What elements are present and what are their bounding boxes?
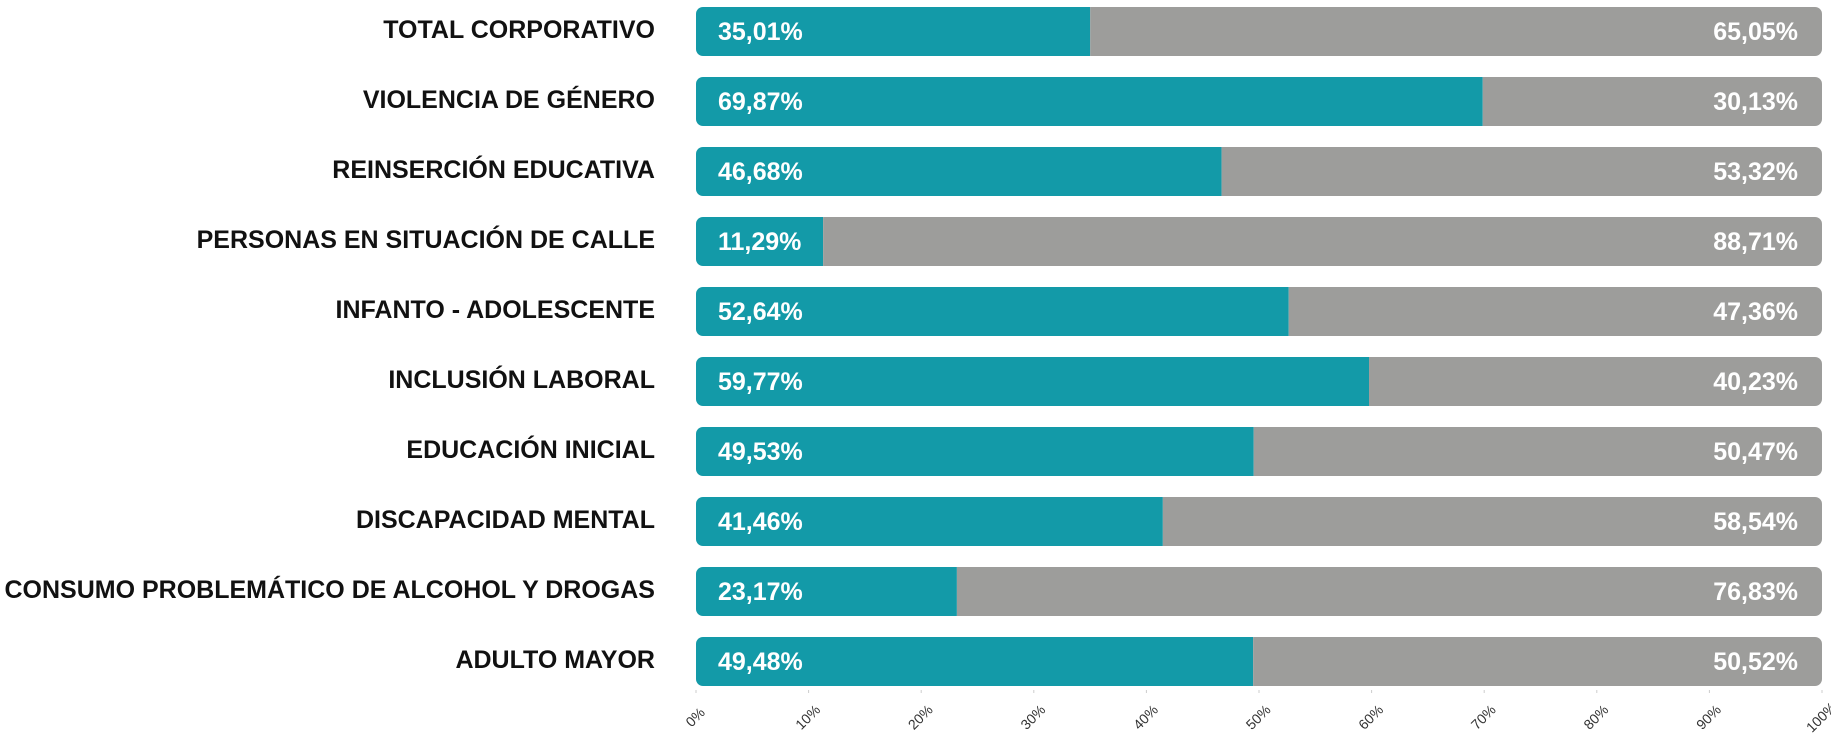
bar-segment <box>823 217 1822 266</box>
bar-segment <box>1369 357 1822 406</box>
bar-segment <box>1253 637 1822 686</box>
bar-segment <box>696 497 1163 546</box>
value-label: 47,36% <box>1713 298 1798 326</box>
x-tick-label: 20% <box>905 702 936 733</box>
bar-segment <box>1162 497 1822 546</box>
bar-row <box>696 567 1822 616</box>
x-tick-label: 30% <box>1017 702 1048 733</box>
value-label: 23,17% <box>718 578 803 606</box>
bar-row <box>696 427 1822 476</box>
x-tick-label: 80% <box>1580 702 1611 733</box>
value-label: 40,23% <box>1713 368 1798 396</box>
value-label: 41,46% <box>718 508 803 536</box>
bar-segment <box>1482 77 1822 126</box>
value-label: 49,53% <box>718 438 803 466</box>
category-label: ADULTO MAYOR <box>455 646 655 674</box>
category-label: INFANTO - ADOLESCENTE <box>336 296 655 324</box>
category-label: INCLUSIÓN LABORAL <box>388 364 655 394</box>
bar-segment <box>696 147 1222 196</box>
bar-row <box>696 77 1822 126</box>
category-label: EDUCACIÓN INICIAL <box>406 434 655 464</box>
value-label: 46,68% <box>718 158 803 186</box>
value-label: 50,47% <box>1713 438 1798 466</box>
value-label: 49,48% <box>718 648 803 676</box>
bar-segment <box>696 357 1370 406</box>
value-label: 59,77% <box>718 368 803 396</box>
x-tick-label: 10% <box>792 702 823 733</box>
value-label: 52,64% <box>718 298 803 326</box>
bar-row <box>696 217 1822 266</box>
bar-row <box>696 637 1822 686</box>
bar-segment <box>696 427 1254 476</box>
bar-segment <box>1090 7 1822 56</box>
category-label: REINSERCIÓN EDUCATIVA <box>332 154 655 184</box>
x-tick-label: 40% <box>1130 702 1161 733</box>
value-label: 76,83% <box>1713 578 1798 606</box>
category-label: TOTAL CORPORATIVO <box>383 16 655 44</box>
bar-segment <box>696 287 1289 336</box>
bar-segment <box>956 567 1822 616</box>
x-tick-label: 60% <box>1355 702 1386 733</box>
x-tick-label: 0% <box>682 704 708 730</box>
bar-row <box>696 357 1822 406</box>
value-label: 88,71% <box>1713 228 1798 256</box>
x-tick-label: 50% <box>1243 702 1274 733</box>
value-label: 30,13% <box>1713 88 1798 116</box>
bar-row <box>696 497 1822 546</box>
bar-row <box>696 287 1822 336</box>
bar-segment <box>696 567 957 616</box>
bar-segment <box>1288 287 1822 336</box>
category-label: VIOLENCIA DE GÉNERO <box>363 85 655 114</box>
category-label: DISCAPACIDAD MENTAL <box>356 506 655 534</box>
value-label: 58,54% <box>1713 508 1798 536</box>
value-label: 35,01% <box>718 18 803 46</box>
value-label: 11,29% <box>718 228 801 256</box>
category-label: PERSONAS EN SITUACIÓN DE CALLE <box>197 224 655 254</box>
x-tick-label: 100% <box>1803 699 1831 736</box>
bar-segment <box>696 637 1254 686</box>
value-label: 65,05% <box>1713 18 1798 46</box>
value-label: 50,52% <box>1713 648 1798 676</box>
value-label: 53,32% <box>1713 158 1798 186</box>
bar-segment <box>1221 147 1822 196</box>
value-label: 69,87% <box>718 88 803 116</box>
x-tick-label: 70% <box>1468 702 1499 733</box>
bar-row <box>696 7 1822 56</box>
bar-segment <box>696 77 1483 126</box>
bar-segment <box>696 7 1091 56</box>
x-tick-label: 90% <box>1693 702 1724 733</box>
bar-row <box>696 147 1822 196</box>
category-label: CONSUMO PROBLEMÁTICO DE ALCOHOL Y DROGAS <box>4 575 655 604</box>
bar-segment <box>1253 427 1822 476</box>
bar-segment <box>696 217 824 266</box>
